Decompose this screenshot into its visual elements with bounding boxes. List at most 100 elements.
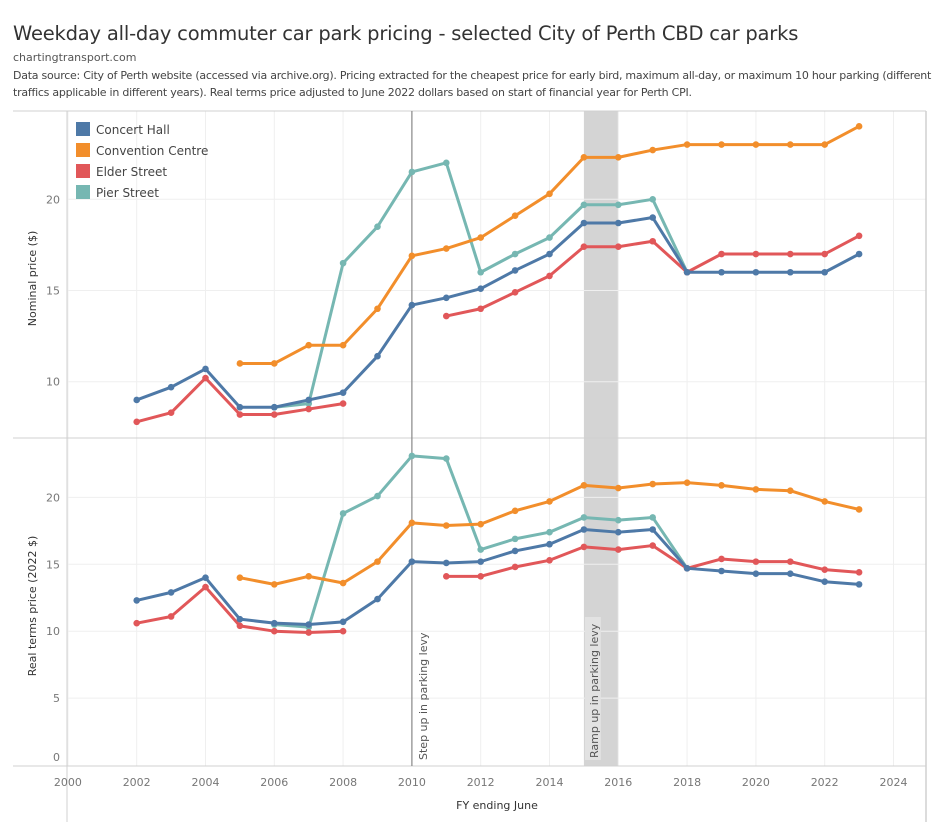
top-point-pier-street	[477, 268, 485, 276]
top-point-concert-hall	[271, 403, 278, 411]
top-point-concert-hall	[443, 294, 450, 302]
x-tick-label: 2008	[329, 776, 357, 789]
y-tick-label-bottom: 5	[53, 692, 60, 705]
top-point-elder-street	[787, 250, 794, 258]
x-tick-label: 2010	[398, 776, 426, 789]
bottom-point-convention-centre	[752, 486, 760, 493]
top-panel-series	[133, 123, 863, 426]
bottom-point-pier-street	[511, 535, 519, 543]
top-point-concert-hall	[202, 365, 209, 373]
top-point-elder-street	[202, 374, 209, 382]
top-point-convention-centre	[511, 212, 519, 220]
top-point-elder-street	[649, 237, 656, 245]
top-point-concert-hall	[167, 383, 175, 391]
bottom-point-concert-hall	[271, 619, 278, 627]
bottom-point-convention-centre	[615, 484, 622, 492]
bottom-point-concert-hall	[546, 540, 553, 548]
x-tick-label: 2016	[604, 776, 632, 789]
bottom-point-concert-hall	[615, 528, 622, 536]
bottom-point-convention-centre	[787, 487, 794, 495]
legend-swatch-elder-street	[76, 164, 90, 178]
top-point-pier-street	[649, 196, 656, 203]
top-point-elder-street	[443, 312, 450, 320]
y-tick-label-top: 20	[46, 193, 60, 206]
top-point-concert-hall	[615, 219, 622, 227]
bottom-point-concert-hall	[408, 558, 416, 565]
bottom-point-pier-street	[408, 452, 416, 460]
bottom-point-elder-street	[511, 563, 519, 571]
top-point-concert-hall	[305, 396, 313, 404]
bottom-point-elder-street	[477, 573, 485, 580]
bottom-point-elder-street	[787, 558, 794, 565]
bottom-point-convention-centre	[821, 498, 828, 505]
top-series-convention-centre	[236, 123, 863, 367]
top-point-concert-hall	[477, 285, 485, 292]
bottom-panel-series	[133, 452, 863, 636]
legend-label-concert-hall: Concert Hall	[96, 123, 170, 137]
bottom-point-convention-centre	[271, 581, 278, 588]
bottom-series-convention-centre	[236, 479, 863, 588]
bottom-point-concert-hall	[787, 570, 794, 577]
top-point-concert-hall	[580, 219, 588, 227]
bottom-point-concert-hall	[202, 574, 209, 581]
bottom-point-convention-centre	[546, 498, 553, 505]
ramp-up-levy-label: Ramp up in parking levy	[588, 623, 601, 758]
bottom-line-concert-hall	[135, 528, 861, 627]
top-line-elder-street	[444, 234, 861, 318]
x-tick-label: 2002	[123, 776, 151, 789]
top-point-convention-centre	[408, 252, 416, 260]
legend-label-convention-centre: Convention Centre	[96, 144, 208, 158]
bottom-point-convention-centre	[855, 506, 863, 513]
x-tick-label: 2020	[742, 776, 770, 789]
top-point-concert-hall	[649, 214, 656, 221]
bottom-point-elder-street	[271, 627, 278, 635]
top-point-convention-centre	[236, 360, 244, 367]
bottom-point-elder-street	[580, 543, 588, 551]
bottom-point-convention-centre	[511, 507, 519, 515]
chart-source: chartingtransport.com	[13, 51, 137, 64]
bottom-point-concert-hall	[236, 615, 244, 623]
bottom-point-convention-centre	[339, 579, 347, 587]
top-point-convention-centre	[821, 141, 828, 148]
bottom-point-concert-hall	[477, 558, 485, 565]
top-point-concert-hall	[511, 267, 519, 274]
top-point-pier-street	[339, 259, 347, 267]
bottom-point-concert-hall	[649, 526, 656, 533]
top-point-concert-hall	[339, 389, 347, 396]
x-tick-label: 2014	[536, 776, 564, 789]
bottom-point-elder-street	[546, 556, 553, 564]
axis-titles: Nominal price ($) Real terms price (2022 …	[26, 231, 538, 812]
bottom-point-elder-street	[339, 627, 347, 635]
bottom-point-elder-street	[821, 566, 828, 573]
top-point-pier-street	[511, 250, 519, 258]
top-point-elder-street	[236, 411, 244, 418]
bottom-point-pier-street	[443, 455, 450, 462]
top-point-convention-centre	[546, 190, 553, 198]
chart-frame	[13, 110, 927, 822]
bottom-point-convention-centre	[649, 480, 656, 488]
bottom-point-concert-hall	[683, 565, 691, 572]
bottom-point-convention-centre	[305, 573, 313, 580]
legend-swatch-pier-street	[76, 185, 90, 199]
y-axis-title-top: Nominal price ($)	[26, 231, 39, 326]
bottom-point-elder-street	[202, 583, 209, 591]
top-point-elder-street	[305, 405, 313, 413]
chart-title: Weekday all-day commuter car park pricin…	[13, 22, 799, 45]
x-tick-label: 2018	[673, 776, 701, 789]
top-point-pier-street	[443, 159, 450, 167]
bottom-point-concert-hall	[167, 589, 175, 596]
bottom-point-pier-street	[649, 514, 656, 521]
bottom-point-pier-street	[615, 516, 622, 524]
top-point-elder-street	[133, 418, 140, 426]
bottom-point-pier-street	[477, 546, 485, 553]
top-point-convention-centre	[787, 141, 794, 148]
bottom-point-convention-centre	[580, 482, 588, 489]
top-point-elder-street	[271, 411, 278, 418]
x-tick-label: 2012	[467, 776, 495, 789]
bottom-point-concert-hall	[133, 597, 140, 604]
bottom-point-elder-street	[615, 546, 622, 553]
bottom-point-elder-street	[855, 569, 863, 576]
top-point-elder-street	[718, 250, 725, 258]
bottom-point-pier-street	[374, 492, 381, 500]
